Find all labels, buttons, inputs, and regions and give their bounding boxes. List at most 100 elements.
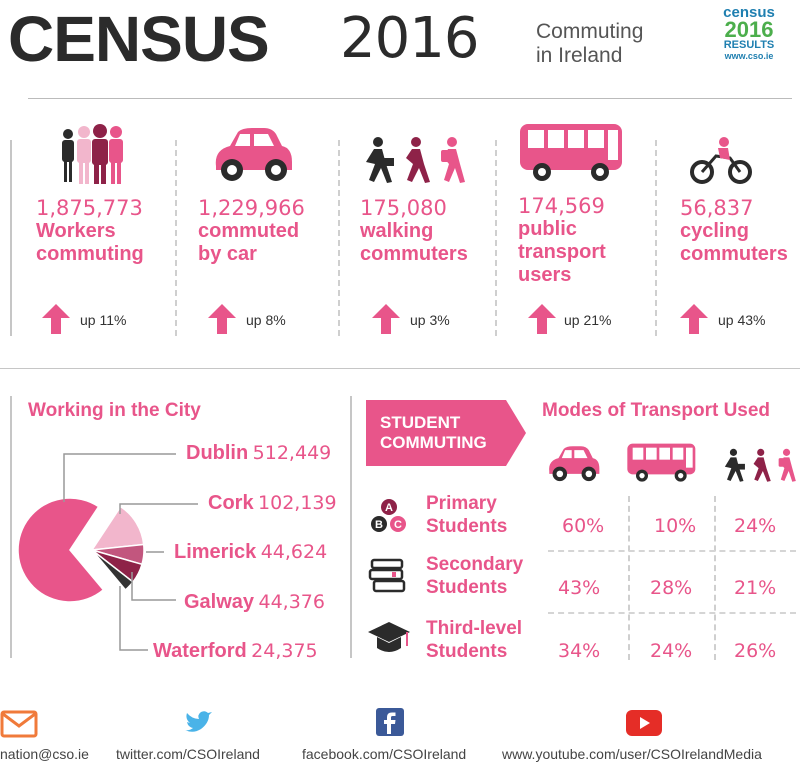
email-icon[interactable] [0, 710, 40, 738]
table-col-divider [714, 496, 716, 660]
car-icon [215, 128, 292, 181]
up-arrow-icon [42, 304, 70, 334]
books-icon [368, 558, 406, 593]
svg-text:C: C [394, 519, 402, 531]
svg-text:B: B [375, 519, 383, 531]
leader-line-cork [119, 503, 198, 514]
student-label-line: Secondary [426, 554, 524, 575]
logo-line-2: 2016 [724, 17, 774, 42]
student-label-line: Students [426, 641, 508, 662]
logo-line-4: www.cso.ie [724, 51, 774, 61]
student-left-border [350, 396, 352, 658]
subtitle-line-1: Commuting [536, 20, 644, 43]
up-arrow-icon [208, 304, 236, 334]
stat-change: up 8% [246, 312, 286, 328]
stat-label-line: public [518, 218, 577, 240]
stat-cycling: 56,837 cycling commuters [680, 196, 788, 266]
student-label-line: Students [426, 577, 508, 598]
pct-primary-walk: 24% [734, 515, 777, 537]
modes-title: Modes of Transport Used [542, 400, 771, 421]
stat-walking: 175,080 walking commuters [360, 196, 468, 266]
leader-line-dublin [63, 453, 176, 502]
footer-youtube[interactable]: www.youtube.com/user/CSOIrelandMedia [502, 746, 762, 762]
table-col-divider [628, 496, 630, 660]
census-results-logo[interactable]: census 2016 RESULTS www.cso.ie [714, 5, 784, 61]
up-arrow-icon [528, 304, 556, 334]
student-label-line: Primary [426, 493, 497, 514]
walking-icon [724, 448, 796, 482]
stat-number: 1,229,966 [198, 196, 305, 220]
pct-secondary-walk: 21% [734, 577, 777, 599]
banner-line-2: COMMUTING [380, 433, 487, 452]
stat-change: up 3% [410, 312, 450, 328]
pct-third-bus: 24% [650, 640, 693, 662]
bicycle-icon [690, 137, 752, 184]
city-name: Dublin [186, 442, 249, 464]
pie-slice-cork [90, 505, 145, 551]
city-value: 24,375 [251, 640, 318, 662]
stat-label-line: users [518, 264, 572, 286]
section-divider [0, 368, 800, 369]
stat-label-line: commuted [198, 220, 300, 242]
student-commuting-banner [366, 400, 526, 466]
city-value: 44,624 [260, 541, 328, 563]
pct-primary-bus: 10% [654, 515, 697, 537]
footer-facebook[interactable]: facebook.com/CSOIreland [302, 746, 467, 762]
city-name: Waterford [153, 640, 247, 662]
census-title: CENSUS [8, 3, 270, 75]
banner-line-1: STUDENT [380, 413, 461, 432]
student-row-secondary: Secondary Students [426, 553, 523, 599]
city-name: Galway [184, 591, 255, 613]
stat-change: up 11% [80, 312, 127, 328]
header-divider [28, 98, 792, 99]
census-year: 2016 [340, 6, 480, 71]
facebook-icon[interactable] [376, 708, 404, 736]
student-label-line: Third-level [426, 618, 523, 639]
page-subtitle: Commuting in Ireland [536, 20, 686, 68]
pct-third-car: 34% [558, 640, 601, 662]
city-left-border [10, 396, 12, 658]
pct-secondary-car: 43% [558, 577, 601, 599]
city-label-galway: Galway 44,376 [184, 591, 325, 614]
stats-divider [655, 140, 657, 336]
student-row-third-level: Third-level Students [426, 617, 522, 663]
graduation-cap-icon [368, 622, 410, 652]
stat-label-line: by car [198, 243, 257, 265]
leader-line-galway [131, 572, 176, 601]
stat-change: up 21% [564, 312, 612, 328]
people-icon [62, 124, 123, 184]
stats-left-border [10, 140, 12, 336]
pct-primary-car: 60% [562, 515, 605, 537]
stats-divider [338, 140, 340, 336]
stat-number: 174,569 [518, 194, 605, 218]
pie-slice-dublin [17, 497, 105, 603]
svg-text:A: A [385, 502, 393, 514]
stat-number: 175,080 [360, 196, 447, 220]
city-section-title: Working in the City [28, 400, 201, 421]
city-name: Limerick [174, 541, 257, 563]
stats-divider [495, 140, 497, 336]
table-row-divider [548, 612, 796, 614]
city-pie-chart [17, 453, 198, 651]
city-value: 512,449 [252, 442, 332, 464]
footer-twitter[interactable]: twitter.com/CSOIreland [116, 746, 260, 762]
up-arrow-icon [372, 304, 400, 334]
stat-number: 1,875,773 [36, 196, 143, 220]
table-row-divider [548, 550, 796, 552]
leader-line-waterford [119, 586, 148, 651]
subtitle-line-2: in Ireland [536, 44, 623, 67]
footer-email[interactable]: nation@cso.ie [0, 746, 89, 762]
youtube-icon[interactable] [626, 710, 662, 736]
up-arrow-icon [680, 304, 708, 334]
twitter-icon[interactable] [183, 710, 213, 736]
pct-third-walk: 26% [734, 640, 777, 662]
stat-label-line: transport [518, 241, 606, 263]
pie-slice-waterford [91, 549, 135, 591]
stat-label-line: walking [360, 220, 434, 242]
bus-icon [520, 124, 622, 181]
stats-divider [175, 140, 177, 336]
stat-workers: 1,875,773 Workers commuting [36, 196, 144, 266]
stat-label-line: commuters [680, 243, 788, 265]
stat-label-line: Workers [36, 220, 116, 242]
stat-label-line: commuters [360, 243, 468, 265]
